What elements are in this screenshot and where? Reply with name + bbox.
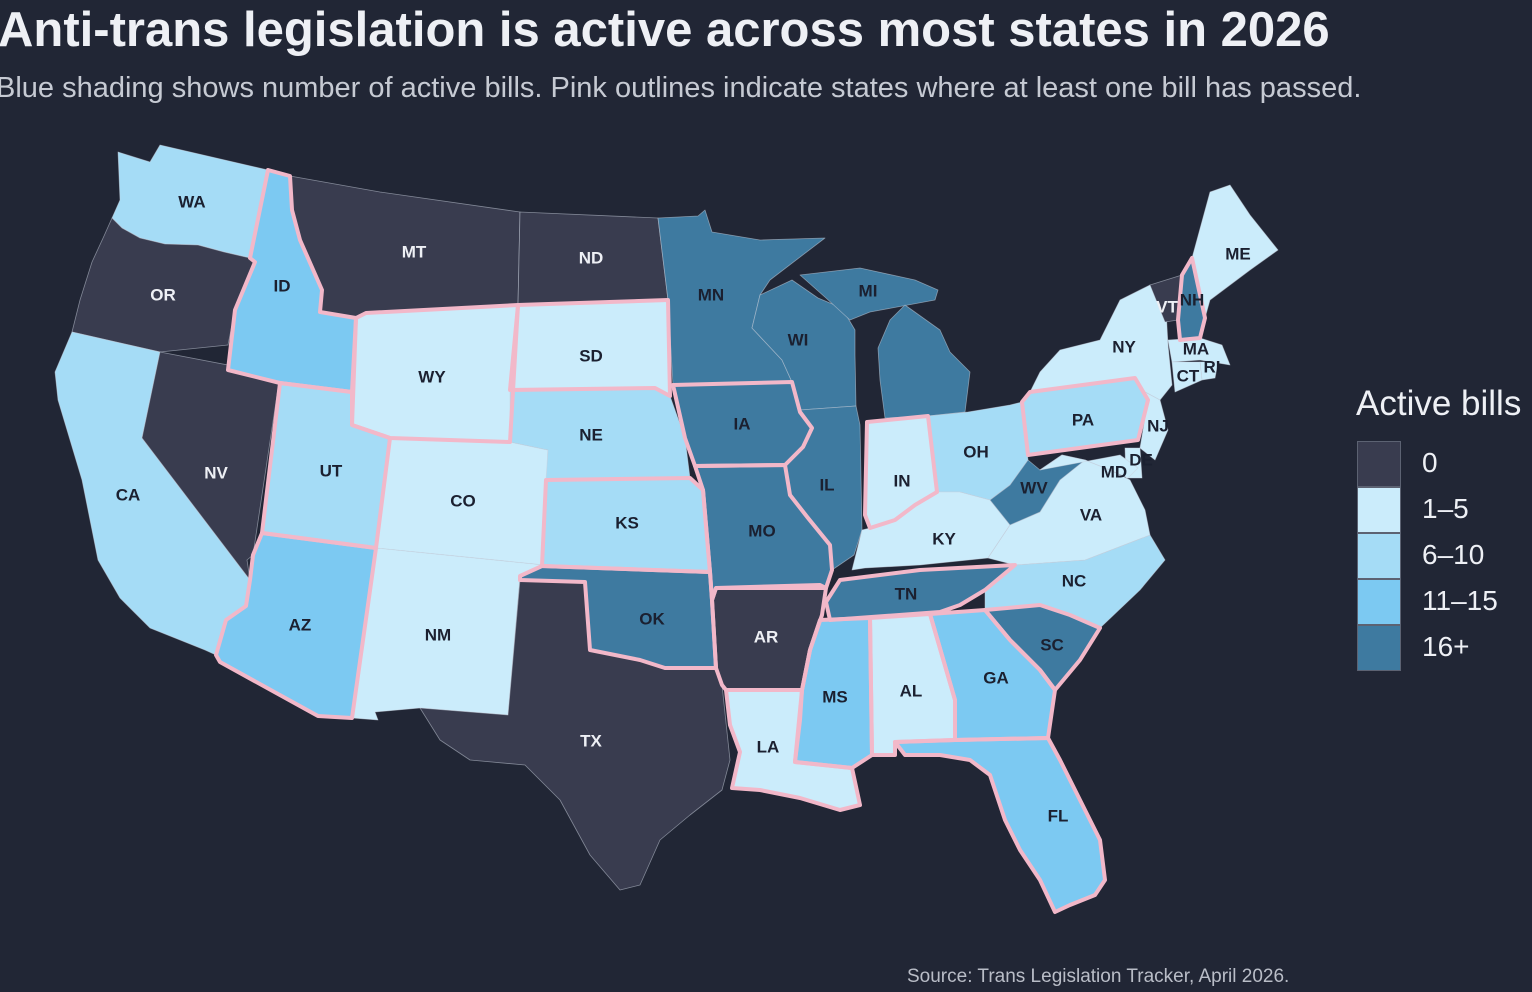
legend-label-6-10: 6–10 — [1422, 539, 1485, 570]
legend-swatch-0 — [1357, 441, 1401, 487]
states-layer — [54, 144, 1279, 913]
passed-outline-sc — [983, 603, 1102, 692]
state-label-sc: SC — [1040, 635, 1064, 654]
legend-label-11-15: 11–15 — [1422, 585, 1498, 616]
state-label-wi: WI — [788, 330, 809, 349]
state-ct — [1171, 361, 1203, 393]
legend-label-0: 0 — [1422, 447, 1438, 478]
state-label-va: VA — [1080, 505, 1102, 524]
state-label-de: DE — [1129, 450, 1153, 469]
passed-outline-in — [863, 414, 939, 530]
state-label-mo: MO — [748, 521, 775, 540]
legend-label-16-plus: 16+ — [1422, 631, 1470, 662]
legend-swatch-6-10 — [1357, 533, 1401, 579]
state-label-ga: GA — [983, 668, 1009, 687]
state-label-mn: MN — [698, 285, 724, 304]
state-label-nc: NC — [1062, 571, 1087, 590]
state-label-or: OR — [150, 285, 176, 304]
state-label-mt: MT — [402, 242, 427, 261]
state-label-tn: TN — [895, 584, 918, 603]
state-label-mi: MI — [859, 281, 878, 300]
state-label-fl: FL — [1048, 806, 1069, 825]
state-label-ny: NY — [1112, 337, 1136, 356]
state-label-ok: OK — [639, 609, 665, 628]
passed-outline-az — [214, 531, 378, 720]
legend-swatch-16-plus — [1357, 625, 1401, 671]
legend-item-16-plus: 16+ — [1356, 625, 1526, 671]
state-label-nj: NJ — [1147, 416, 1169, 435]
state-label-wv: WV — [1020, 478, 1048, 497]
state-label-ca: CA — [116, 485, 141, 504]
state-label-sd: SD — [579, 346, 603, 365]
state-label-ne: NE — [579, 425, 603, 444]
state-label-id: ID — [274, 276, 291, 295]
state-label-oh: OH — [963, 442, 989, 461]
state-label-ks: KS — [615, 513, 639, 532]
state-labels-layer: WA OR CA NV ID MT WY UT AZ CO NM ND SD NE KS OK TX MN IA MO… — [116, 192, 1251, 825]
state-label-md: MD — [1101, 462, 1127, 481]
passed-outline-nh — [1176, 256, 1207, 342]
state-label-ky: KY — [932, 529, 956, 548]
state-md — [1039, 454, 1139, 479]
passed-outline-layer — [214, 168, 1207, 914]
state-label-il: IL — [819, 475, 834, 494]
state-label-ct: CT — [1177, 366, 1200, 385]
state-label-me: ME — [1225, 244, 1251, 263]
legend-swatch-11-15 — [1357, 579, 1401, 625]
state-label-nm: NM — [425, 625, 451, 644]
state-label-vt: VT — [1156, 297, 1178, 316]
state-label-la: LA — [757, 737, 780, 756]
legend-item-6-10: 6–10 — [1356, 533, 1526, 579]
state-label-ms: MS — [822, 687, 848, 706]
passed-outline-pa — [1020, 376, 1150, 457]
legend-label-1-5: 1–5 — [1422, 493, 1469, 524]
state-label-al: AL — [900, 681, 923, 700]
legend-item-1-5: 1–5 — [1356, 487, 1526, 533]
map-subtitle: Blue shading shows number of active bill… — [0, 72, 1362, 104]
legend: Active bills 0 1–5 6–10 11–15 16+ — [1356, 384, 1522, 671]
state-label-wa: WA — [178, 192, 205, 211]
state-label-co: CO — [450, 491, 476, 510]
state-label-nd: ND — [579, 248, 604, 267]
state-label-az: AZ — [289, 615, 312, 634]
state-fl — [894, 737, 1106, 913]
passed-outline-tn — [824, 563, 1017, 622]
state-me — [1191, 184, 1279, 319]
state-wi — [751, 279, 857, 411]
state-label-ia: IA — [734, 414, 751, 433]
passed-outline-ia — [671, 380, 814, 468]
state-label-nh: NH — [1180, 290, 1205, 309]
state-label-tx: TX — [580, 731, 602, 750]
passed-outline-fl — [893, 736, 1107, 914]
state-label-wy: WY — [418, 367, 446, 386]
source-note: Source: Trans Legislation Tracker, April… — [907, 966, 1290, 987]
state-label-pa: PA — [1072, 410, 1094, 429]
legend-title: Active bills — [1356, 384, 1522, 423]
passed-outline-sd — [508, 298, 672, 398]
passed-outline-ok — [518, 564, 718, 670]
legend-item-11-15: 11–15 — [1356, 579, 1526, 625]
legend-item-0: 0 — [1356, 441, 1526, 487]
legend-swatch-1-5 — [1357, 487, 1401, 533]
state-label-ar: AR — [754, 627, 779, 646]
state-label-in: IN — [894, 471, 911, 490]
state-label-nv: NV — [204, 463, 228, 482]
state-label-ma: MA — [1183, 339, 1209, 358]
map-title: Anti-trans legislation is active across … — [0, 3, 1330, 57]
state-label-ri: RI — [1204, 357, 1221, 376]
state-label-ut: UT — [320, 461, 343, 480]
